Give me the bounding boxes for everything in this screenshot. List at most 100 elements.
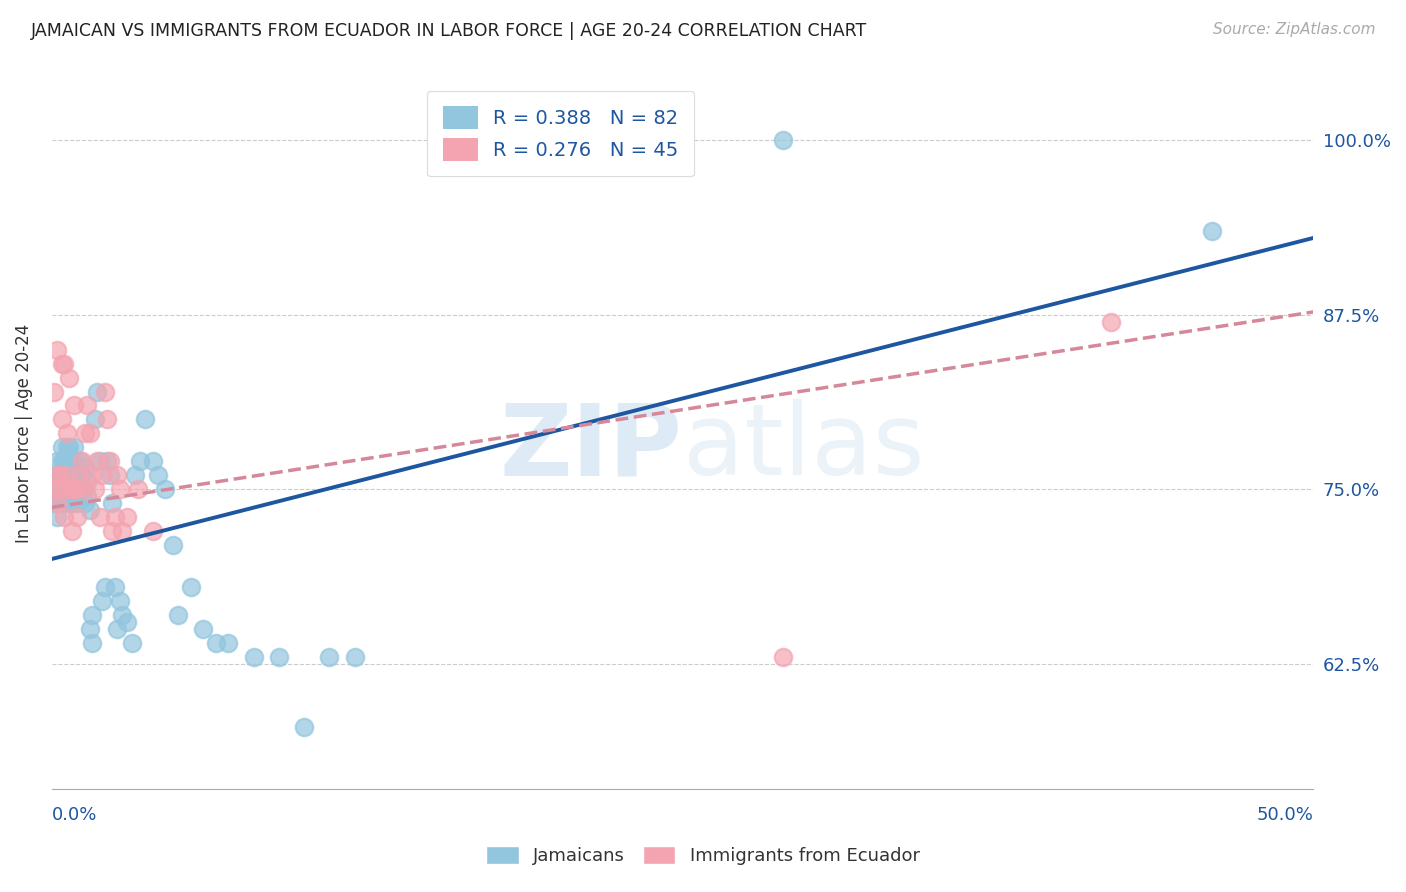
Point: [91, 468, 114, 483]
Point: [69, 454, 91, 468]
Text: atlas: atlas: [682, 399, 924, 496]
Point: [70, 468, 93, 483]
Point: [70, 454, 93, 468]
Point: [98, 468, 121, 483]
Point: [44, 384, 66, 399]
Point: [79, 426, 101, 441]
Point: [58, 370, 80, 384]
Point: [51, 412, 73, 426]
Point: [127, 482, 149, 496]
Text: Source: ZipAtlas.com: Source: ZipAtlas.com: [1212, 22, 1375, 37]
Legend: Jamaicans, Immigrants from Ecuador: Jamaicans, Immigrants from Ecuador: [477, 837, 929, 874]
Point: [117, 510, 139, 524]
Point: [105, 622, 128, 636]
Point: [76, 489, 98, 503]
Point: [101, 524, 124, 538]
Point: [53, 357, 76, 371]
Point: [134, 412, 156, 426]
Point: [76, 475, 98, 490]
Point: [146, 468, 169, 483]
Point: [53, 496, 76, 510]
Point: [162, 538, 184, 552]
Point: [60, 496, 83, 510]
Point: [82, 636, 104, 650]
Point: [48, 468, 70, 483]
Point: [105, 468, 128, 483]
Point: [89, 454, 111, 468]
Point: [108, 594, 131, 608]
Point: [56, 454, 79, 468]
Point: [44, 468, 66, 483]
Point: [53, 510, 76, 524]
Point: [96, 454, 118, 468]
Point: [73, 461, 96, 475]
Point: [69, 468, 91, 483]
Point: [53, 468, 76, 483]
Point: [56, 482, 79, 496]
Point: [191, 622, 214, 636]
Point: [66, 468, 89, 483]
Point: [267, 649, 290, 664]
Point: [51, 482, 73, 496]
Point: [56, 426, 79, 441]
Point: [44, 482, 66, 496]
Point: [772, 649, 794, 664]
Point: [45, 475, 67, 490]
Point: [79, 503, 101, 517]
Point: [167, 607, 190, 622]
Point: [69, 468, 91, 483]
Point: [83, 482, 105, 496]
Point: [56, 468, 79, 483]
Point: [98, 454, 121, 468]
Point: [111, 524, 134, 538]
Point: [45, 496, 67, 510]
Point: [48, 496, 70, 510]
Point: [142, 454, 165, 468]
Point: [79, 622, 101, 636]
Point: [86, 454, 108, 468]
Point: [45, 343, 67, 357]
Point: [117, 615, 139, 629]
Point: [343, 649, 366, 664]
Point: [51, 357, 73, 371]
Y-axis label: In Labor Force | Age 20-24: In Labor Force | Age 20-24: [15, 324, 32, 543]
Point: [53, 468, 76, 483]
Point: [66, 496, 89, 510]
Point: [73, 482, 96, 496]
Point: [63, 440, 86, 454]
Point: [1201, 224, 1223, 238]
Point: [108, 482, 131, 496]
Point: [56, 440, 79, 454]
Point: [63, 454, 86, 468]
Point: [121, 636, 143, 650]
Point: [93, 580, 115, 594]
Point: [83, 412, 105, 426]
Point: [56, 468, 79, 483]
Point: [58, 496, 80, 510]
Point: [82, 468, 104, 483]
Point: [51, 468, 73, 483]
Point: [60, 482, 83, 496]
Point: [58, 440, 80, 454]
Point: [155, 482, 177, 496]
Point: [82, 607, 104, 622]
Point: [48, 482, 70, 496]
Point: [51, 440, 73, 454]
Point: [242, 649, 264, 664]
Point: [60, 524, 83, 538]
Point: [91, 594, 114, 608]
Point: [111, 607, 134, 622]
Point: [104, 580, 127, 594]
Point: [66, 482, 89, 496]
Point: [89, 510, 111, 524]
Point: [204, 636, 226, 650]
Point: [58, 482, 80, 496]
Point: [93, 384, 115, 399]
Point: [104, 510, 127, 524]
Text: 50.0%: 50.0%: [1257, 806, 1313, 824]
Point: [73, 426, 96, 441]
Point: [48, 468, 70, 483]
Point: [45, 510, 67, 524]
Legend: R = 0.388   N = 82, R = 0.276   N = 45: R = 0.388 N = 82, R = 0.276 N = 45: [427, 91, 695, 177]
Point: [63, 482, 86, 496]
